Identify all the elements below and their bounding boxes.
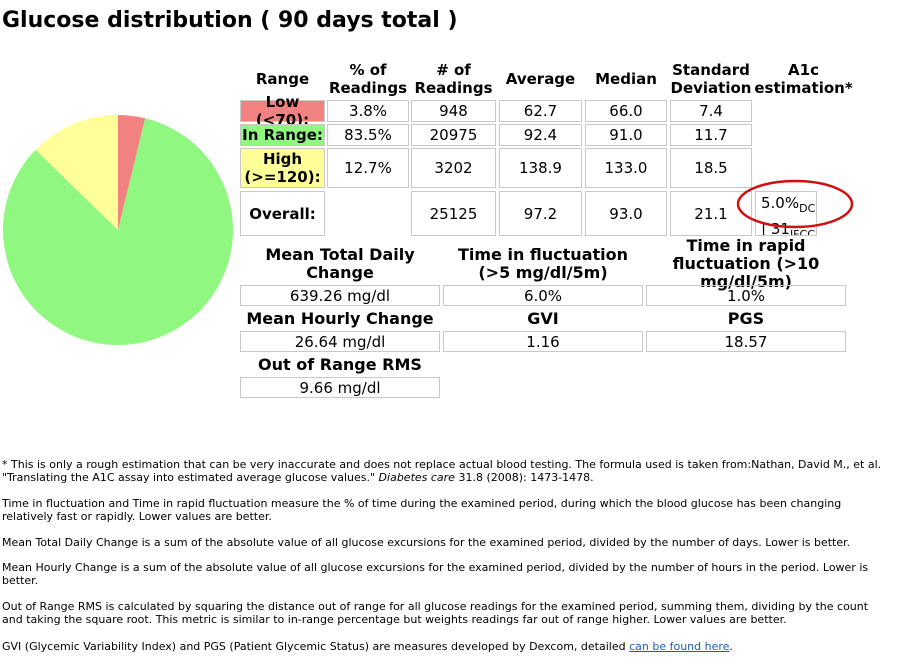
note-text: 31.8 (2008): 1473-1478. bbox=[454, 471, 594, 484]
cell: 948 bbox=[411, 100, 496, 122]
highlight-ellipse bbox=[736, 179, 854, 229]
header: Median bbox=[595, 70, 657, 88]
pie-slice bbox=[2, 118, 234, 345]
cell: 92.4 bbox=[499, 124, 582, 146]
cell: 7.4 bbox=[670, 100, 752, 122]
note-text: . bbox=[729, 640, 733, 653]
a1c-dcct: 5.0% bbox=[761, 194, 800, 212]
pie-chart bbox=[2, 115, 234, 345]
metric-value: 1.16 bbox=[443, 331, 643, 352]
cell: 3202 bbox=[411, 148, 496, 188]
metric-value: 6.0% bbox=[443, 285, 643, 306]
header: # of Readings bbox=[414, 61, 493, 97]
note: Mean Hourly Change is a sum of the absol… bbox=[2, 561, 869, 587]
cell: 11.7 bbox=[670, 124, 752, 146]
cell: 12.7% bbox=[327, 148, 409, 188]
range-label: In Range: bbox=[240, 124, 325, 146]
header: Standard Deviation bbox=[670, 61, 752, 97]
metric-label: Out of Range RMS bbox=[258, 355, 422, 374]
metric-value: 9.66 mg/dl bbox=[240, 377, 440, 398]
cell: 25125 bbox=[411, 191, 496, 236]
header: Average bbox=[505, 70, 576, 88]
overall-label: Overall: bbox=[240, 191, 325, 236]
note: * This is only a rough estimation that c… bbox=[2, 458, 892, 484]
note: Time in fluctuation and Time in rapid fl… bbox=[2, 497, 842, 523]
note: GVI (Glycemic Variability Index) and PGS… bbox=[2, 640, 892, 653]
cell: 3.8% bbox=[327, 100, 409, 122]
note-text: GVI (Glycemic Variability Index) and PGS… bbox=[2, 640, 630, 653]
cell: 93.0 bbox=[585, 191, 667, 236]
metric-label: Mean Hourly Change bbox=[246, 309, 434, 328]
note-text: * This is only a rough estimation that c… bbox=[2, 458, 882, 484]
header: % of Readings bbox=[328, 61, 408, 97]
metric-label: PGS bbox=[727, 309, 765, 328]
metric-label: Mean Total Daily Change bbox=[265, 245, 415, 282]
a1c-unit: DCCT bbox=[799, 202, 816, 215]
page-title: Glucose distribution ( 90 days total ) bbox=[2, 8, 458, 33]
metric-value: 26.64 mg/dl bbox=[240, 331, 440, 352]
pie-slice bbox=[35, 115, 118, 230]
cell: 18.5 bbox=[670, 148, 752, 188]
cell: 91.0 bbox=[585, 124, 667, 146]
metric-value: 1.0% bbox=[646, 285, 846, 306]
note-italic: Diabetes care bbox=[378, 471, 455, 484]
link[interactable]: can be found here bbox=[629, 640, 730, 653]
metric-value: 639.26 mg/dl bbox=[240, 285, 440, 306]
metric-label: Time in rapid fluctuation (>10 mg/dl/5m) bbox=[672, 236, 820, 291]
metric-value: 18.57 bbox=[646, 331, 846, 352]
metric-label: Time in fluctuation (>5 mg/dl/5m) bbox=[457, 245, 629, 282]
note: Mean Total Daily Change is a sum of the … bbox=[2, 536, 851, 549]
cell: 20975 bbox=[411, 124, 496, 146]
metric-label: GVI bbox=[527, 309, 559, 328]
cell: 66.0 bbox=[585, 100, 667, 122]
cell: 97.2 bbox=[499, 191, 582, 236]
header: Range bbox=[255, 70, 310, 88]
a1c-unit: IFCC bbox=[789, 228, 815, 236]
a1c-cell: 5.0%DCCT | 31IFCC bbox=[755, 191, 817, 236]
note: Out of Range RMS is calculated by squari… bbox=[2, 600, 869, 626]
cell: 83.5% bbox=[327, 124, 409, 146]
range-label: Low (<70): bbox=[240, 93, 325, 129]
range-label: High (>=120): bbox=[240, 148, 325, 188]
cell: 133.0 bbox=[585, 148, 667, 188]
cell: 138.9 bbox=[499, 148, 582, 188]
header: A1c estimation* bbox=[754, 61, 853, 97]
pie-slice bbox=[118, 115, 146, 230]
a1c-separator: | bbox=[761, 220, 767, 236]
cell: 62.7 bbox=[499, 100, 582, 122]
cell: 21.1 bbox=[670, 191, 752, 236]
